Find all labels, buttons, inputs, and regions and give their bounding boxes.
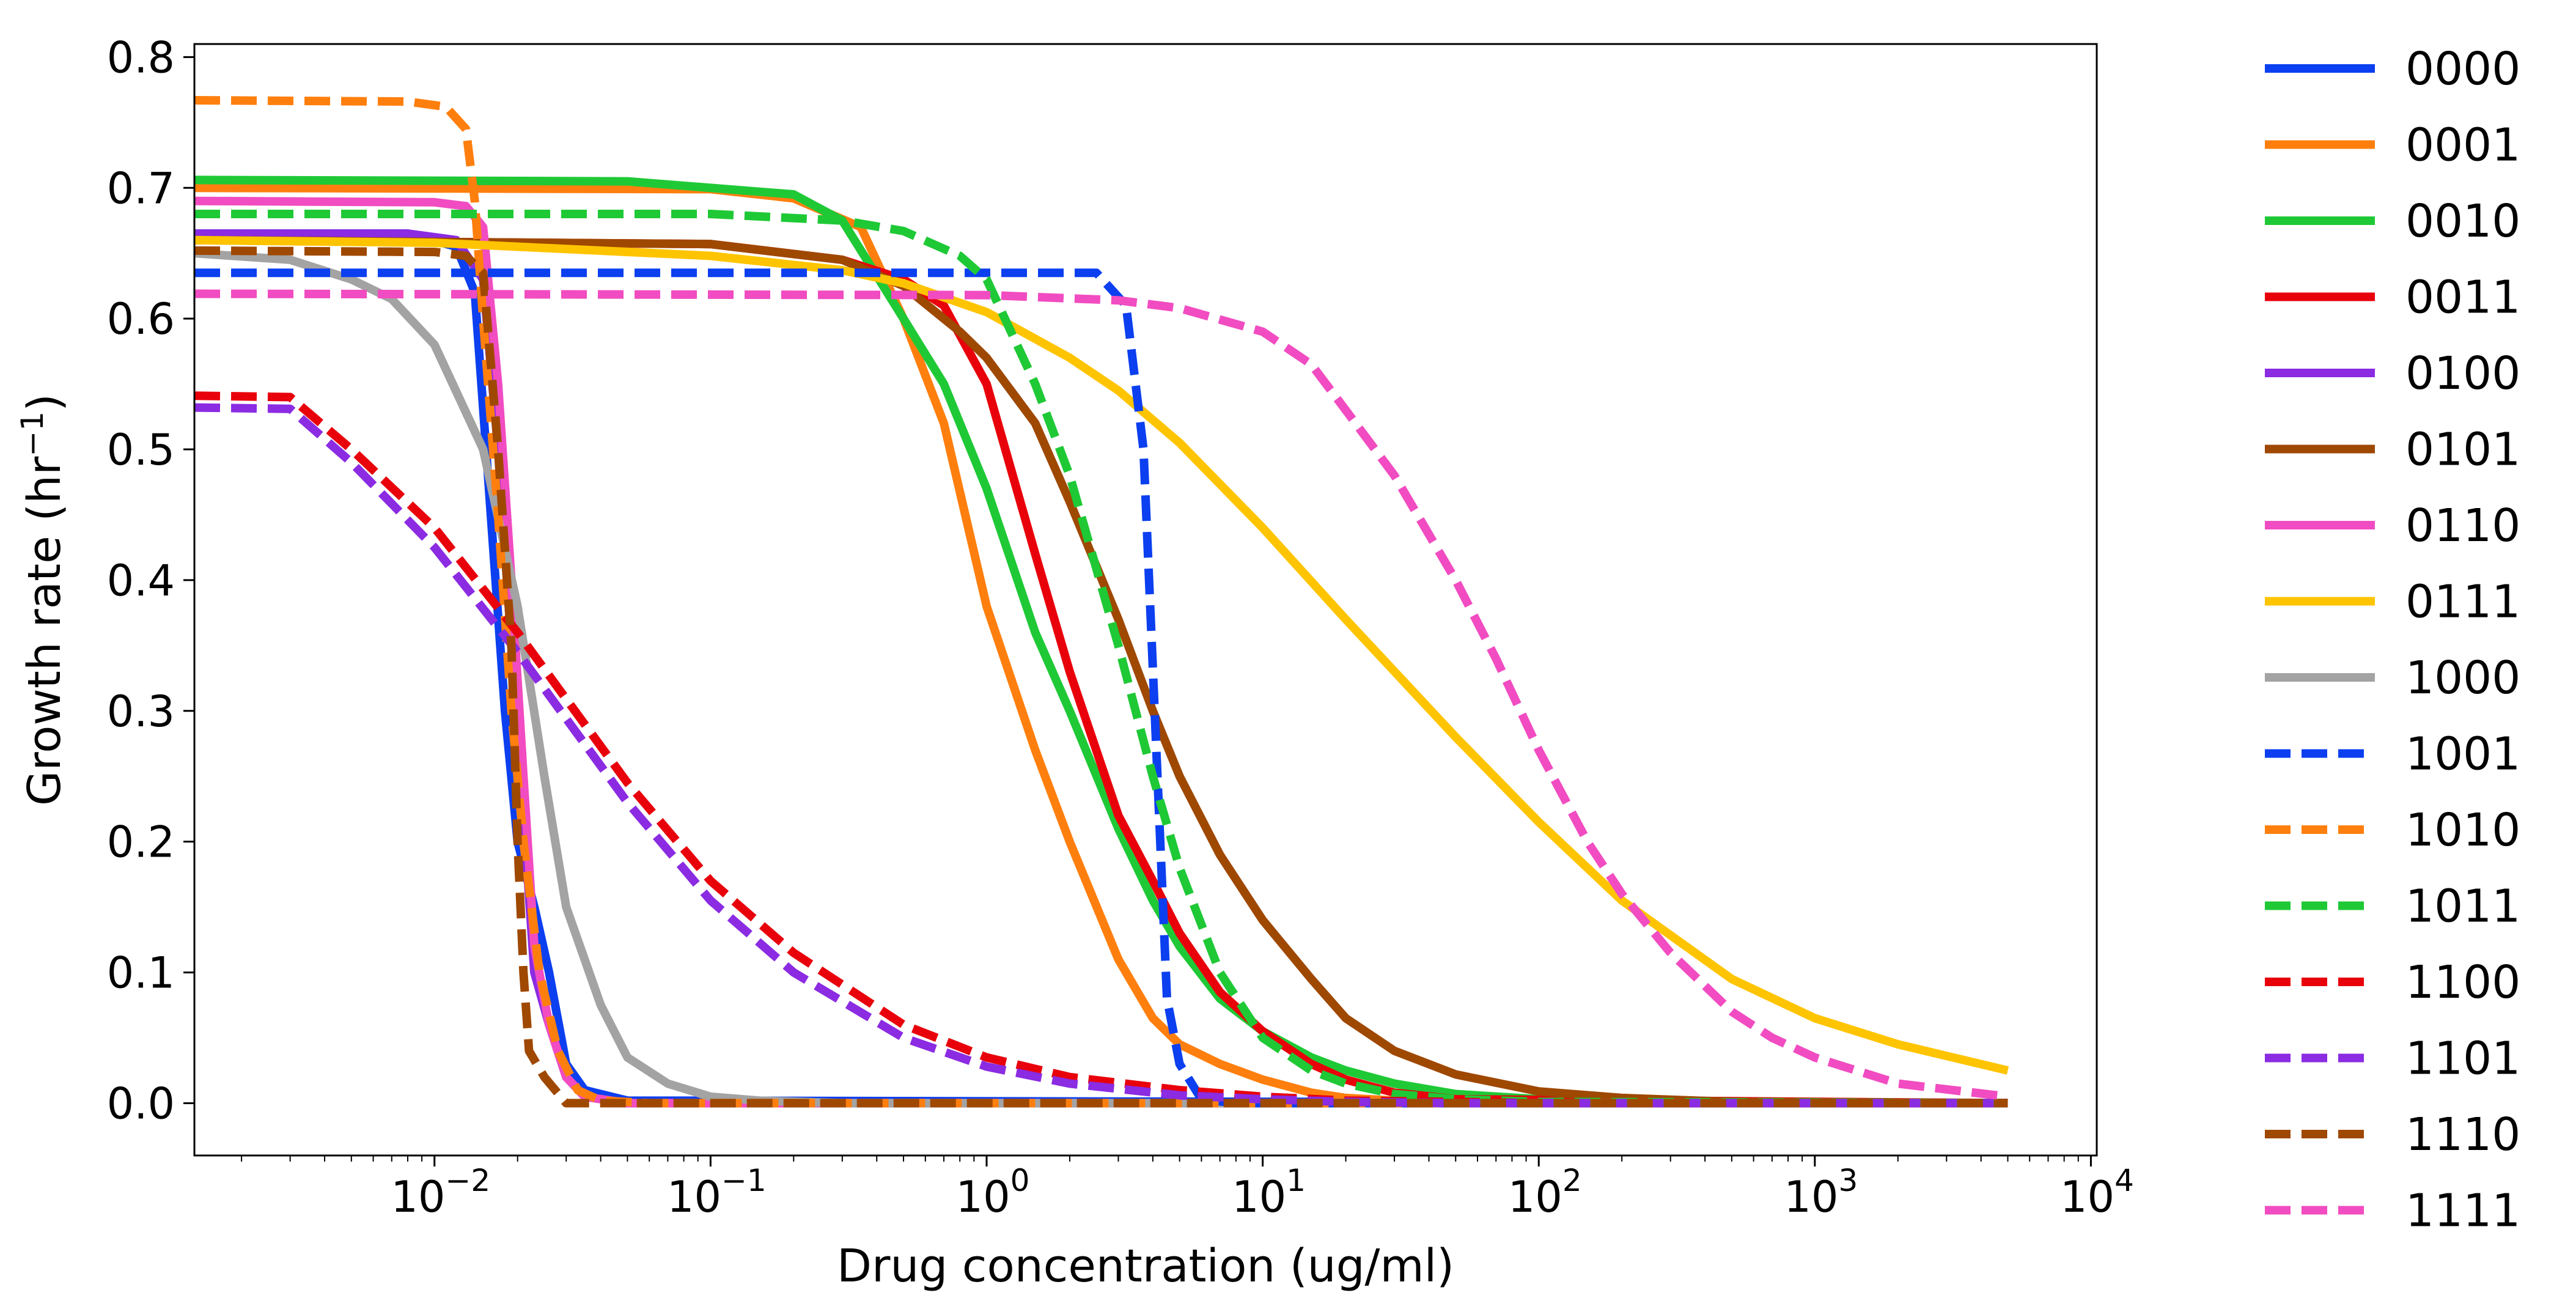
plot-frame bbox=[193, 43, 2098, 1157]
series-line-1001 bbox=[194, 268, 2008, 1108]
series-line-0010 bbox=[194, 175, 2008, 1108]
x-axis: 10−2 10−1 100 101 102 103 104 bbox=[241, 1155, 2134, 1222]
y-axis-label-tail: ) bbox=[18, 394, 71, 411]
x-tick-label: 100 bbox=[956, 1163, 1030, 1222]
series-line-1011 bbox=[194, 210, 2008, 1108]
legend-label-0000: 0000 bbox=[2405, 43, 2520, 95]
x-tick-label: 103 bbox=[1784, 1163, 1858, 1222]
legend-label-1011: 1011 bbox=[2405, 880, 2520, 933]
legend-label-0110: 0110 bbox=[2405, 499, 2520, 552]
legend-label-0111: 0111 bbox=[2405, 576, 2520, 628]
legend-label-0100: 0100 bbox=[2405, 347, 2520, 400]
y-tick-label: 0.7 bbox=[107, 163, 175, 213]
series-line-1101 bbox=[194, 403, 2008, 1108]
y-axis: 0.0 0.1 0.2 0.3 0.4 0.5 0.6 0.7 0.8 bbox=[107, 32, 194, 1129]
x-tick-label: 10−1 bbox=[667, 1163, 767, 1222]
x-tick-label: 10−2 bbox=[391, 1163, 490, 1222]
series-layer bbox=[194, 96, 2009, 1108]
y-tick-label: 0.1 bbox=[107, 948, 175, 998]
legend-label-1110: 1110 bbox=[2405, 1108, 2520, 1161]
legend-label-1000: 1000 bbox=[2405, 652, 2520, 704]
legend-label-1101: 1101 bbox=[2405, 1033, 2520, 1085]
legend-label-1001: 1001 bbox=[2405, 728, 2520, 781]
y-tick-label: 0.0 bbox=[107, 1078, 175, 1129]
series-line-0101 bbox=[194, 235, 2008, 1108]
x-tick-label: 101 bbox=[1232, 1163, 1306, 1222]
series-line-1000 bbox=[194, 249, 2008, 1108]
series-line-1111 bbox=[194, 289, 2009, 1101]
y-tick-label: 0.8 bbox=[107, 32, 175, 83]
x-tick-label: 102 bbox=[1508, 1163, 1582, 1222]
legend: 0000 0001 0010 0011 0100 0101 0110 0111 1000 1001… bbox=[2265, 43, 2520, 1237]
legend-label-0101: 0101 bbox=[2405, 424, 2520, 476]
legend-label-0010: 0010 bbox=[2405, 195, 2520, 248]
legend-label-1111: 1111 bbox=[2405, 1185, 2520, 1237]
x-tick-label: 104 bbox=[2060, 1163, 2134, 1222]
legend-label-0011: 0011 bbox=[2405, 271, 2520, 324]
series-line-1110 bbox=[194, 246, 2008, 1108]
legend-label-1100: 1100 bbox=[2405, 956, 2520, 1009]
legend-label-1010: 1010 bbox=[2405, 804, 2520, 857]
y-tick-label: 0.2 bbox=[107, 817, 175, 868]
y-tick-label: 0.3 bbox=[107, 687, 175, 737]
legend-label-0001: 0001 bbox=[2405, 119, 2520, 172]
y-axis-label-main: Growth rate (hr bbox=[18, 456, 71, 806]
y-tick-label: 0.5 bbox=[107, 425, 175, 475]
series-line-0111 bbox=[194, 235, 2009, 1075]
y-tick-label: 0.4 bbox=[107, 556, 175, 606]
x-axis-label: Drug concentration (ug/ml) bbox=[837, 1240, 1454, 1292]
y-axis-label-superscript: −1 bbox=[15, 411, 50, 457]
y-axis-label: Growth rate (hr−1) bbox=[15, 394, 71, 806]
y-tick-label: 0.6 bbox=[107, 294, 175, 344]
